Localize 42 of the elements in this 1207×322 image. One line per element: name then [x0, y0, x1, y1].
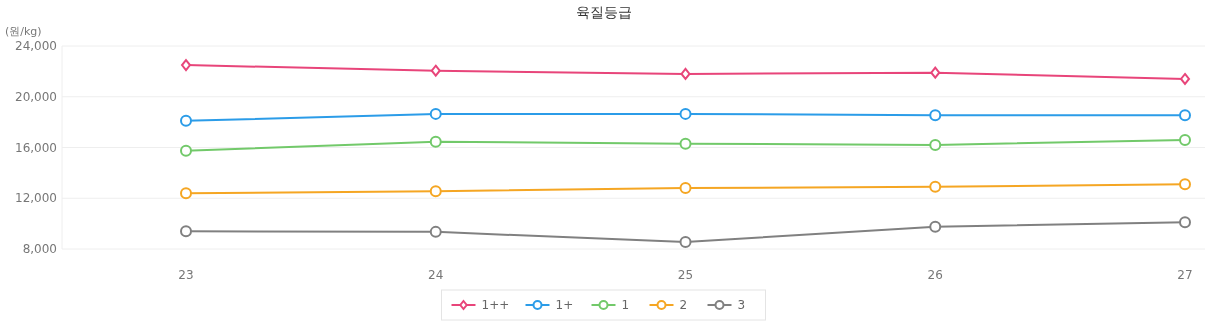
point [1179, 133, 1191, 146]
legend-label: 3 [737, 298, 746, 312]
point [180, 187, 192, 200]
y-axis-title: (원/kg) [5, 25, 42, 38]
x-tick-label: 25 [677, 268, 694, 282]
point [929, 220, 942, 233]
point [1179, 178, 1191, 191]
y-tick-label: 16,000 [15, 140, 57, 155]
point [929, 138, 942, 151]
point [679, 182, 692, 195]
point [429, 135, 442, 148]
point [180, 114, 192, 127]
point [679, 107, 692, 120]
point [180, 144, 192, 157]
point [430, 64, 441, 77]
point [929, 109, 942, 122]
point [680, 67, 691, 80]
y-tick-label: 24,000 [15, 39, 57, 53]
point [679, 137, 692, 150]
x-tick-label: 26 [927, 268, 943, 282]
point [1179, 109, 1191, 122]
y-tick-label: 20,000 [15, 89, 57, 104]
point [429, 107, 442, 120]
point [1179, 216, 1191, 229]
x-tick-label: 27 [1177, 268, 1193, 282]
point [1180, 72, 1190, 85]
x-tick-label: 23 [178, 268, 194, 282]
point [180, 225, 192, 238]
y-tick-label: 12,000 [15, 191, 57, 206]
point [929, 180, 942, 193]
chart-title: 육질등급 [575, 4, 632, 20]
legend-label: 1 [621, 298, 630, 312]
point [429, 185, 442, 198]
point [679, 236, 692, 249]
point [181, 59, 191, 72]
legend-label: 1+ [555, 298, 574, 312]
x-tick-label: 24 [428, 268, 444, 282]
legend-label: 1++ [481, 298, 510, 312]
y-tick-label: 8,000 [22, 242, 57, 256]
point [930, 66, 941, 79]
point [429, 225, 442, 238]
legend-label: 2 [679, 298, 688, 312]
